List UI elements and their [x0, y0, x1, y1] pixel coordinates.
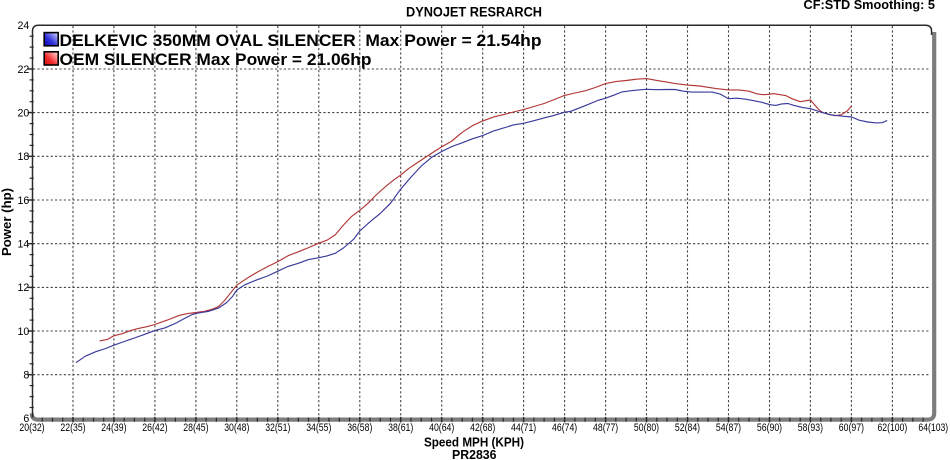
svg-text:34(55): 34(55) [306, 422, 331, 434]
svg-text:40(64): 40(64) [429, 422, 454, 434]
svg-text:PR2836: PR2836 [452, 448, 497, 460]
svg-text:22: 22 [18, 64, 30, 76]
svg-text:42(68): 42(68) [470, 422, 495, 434]
svg-text:28(45): 28(45) [183, 422, 208, 434]
svg-text:DYNOJET RESRARCH: DYNOJET RESRARCH [406, 4, 542, 19]
svg-text:56(90): 56(90) [757, 422, 782, 434]
svg-text:12: 12 [18, 282, 30, 294]
svg-text:30(48): 30(48) [224, 422, 249, 434]
svg-text:22(35): 22(35) [60, 422, 85, 434]
svg-text:16: 16 [18, 195, 30, 207]
svg-text:44(71): 44(71) [511, 422, 536, 434]
svg-text:64(103): 64(103) [918, 422, 948, 434]
svg-text:50(80): 50(80) [634, 422, 659, 434]
svg-text:Speed MPH (KPH): Speed MPH (KPH) [424, 434, 524, 449]
svg-text:62(100): 62(100) [878, 422, 908, 434]
svg-text:60(97): 60(97) [839, 422, 864, 434]
svg-text:8: 8 [23, 370, 29, 382]
svg-text:20: 20 [18, 107, 30, 119]
svg-text:46(74): 46(74) [552, 422, 577, 434]
svg-text:32(51): 32(51) [265, 422, 290, 434]
svg-text:CF:STD Smoothing: 5: CF:STD Smoothing: 5 [804, 0, 936, 12]
svg-text:54(87): 54(87) [716, 422, 741, 434]
svg-text:48(77): 48(77) [593, 422, 618, 434]
svg-text:10: 10 [18, 326, 30, 338]
svg-text:26(42): 26(42) [142, 422, 167, 434]
svg-text:24: 24 [18, 20, 30, 32]
svg-text:58(93): 58(93) [798, 422, 823, 434]
svg-text:24(39): 24(39) [101, 422, 126, 434]
svg-text:20(32): 20(32) [19, 422, 44, 434]
svg-text:52(84): 52(84) [675, 422, 700, 434]
svg-text:Power (hp): Power (hp) [0, 188, 14, 256]
svg-text:36(58): 36(58) [347, 422, 372, 434]
svg-text:OEM SILENCER Max Power = 21.06: OEM SILENCER Max Power = 21.06hp [60, 50, 372, 69]
svg-text:6: 6 [23, 413, 29, 425]
svg-text:14: 14 [18, 239, 30, 251]
svg-text:38(61): 38(61) [388, 422, 413, 434]
svg-text:DELKEVIC 350MM OVAL SILENCER: DELKEVIC 350MM OVAL SILENCER Max Power =… [60, 31, 542, 50]
svg-text:18: 18 [18, 151, 30, 163]
